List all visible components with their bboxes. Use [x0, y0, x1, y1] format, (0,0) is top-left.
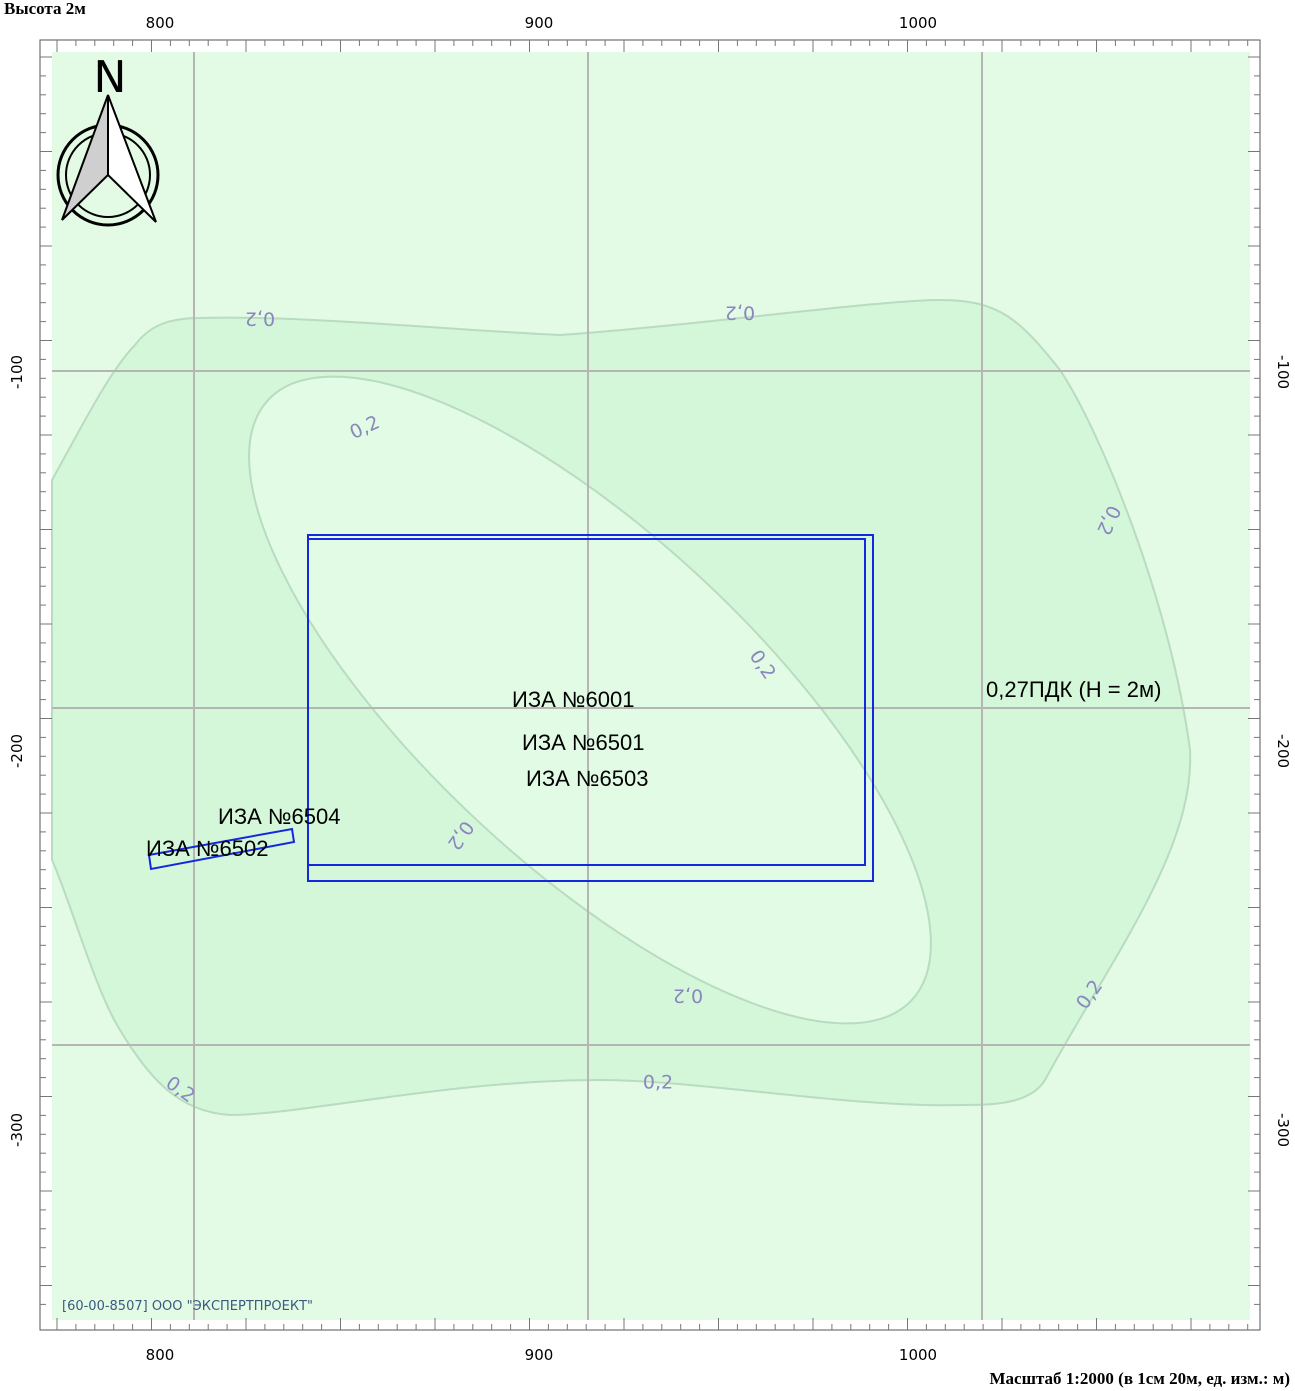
- grid: [52, 52, 1250, 1320]
- x-axis-label: 900: [525, 1346, 554, 1364]
- isoline-label: 0,2: [673, 985, 703, 1007]
- compass: N: [56, 52, 160, 227]
- y-axis-label: -200: [1274, 734, 1292, 768]
- y-axis-label: -300: [8, 1113, 26, 1147]
- isoline-label: 0,2: [643, 1072, 673, 1094]
- y-axis-label: -300: [1274, 1113, 1292, 1147]
- isoline-label: 0,2: [245, 308, 275, 330]
- y-axis-label: -200: [8, 734, 26, 768]
- isoline-label: 0,2: [725, 302, 755, 324]
- source-label: ИЗА №6001: [512, 687, 634, 712]
- source-label: ИЗА №6504: [218, 804, 340, 829]
- height-label: Высота 2м: [4, 0, 86, 18]
- tick-marks: [40, 40, 1260, 1330]
- x-axis-label: 800: [146, 1346, 175, 1364]
- x-axis-label: 800: [146, 14, 175, 32]
- sources-outline: [147, 534, 874, 882]
- y-axis-label: -100: [1274, 355, 1292, 389]
- scale-label: Масштаб 1:2000 (в 1см 20м, ед. изм.: м): [990, 1369, 1291, 1388]
- x-axis-label: 900: [525, 14, 554, 32]
- north-label: N: [94, 52, 127, 103]
- source-label: ИЗА №6501: [522, 730, 644, 755]
- organization: [60-00-8507] ООО "ЭКСПЕРТПРОЕКТ": [62, 1299, 313, 1314]
- source-label: ИЗА №6503: [526, 766, 648, 791]
- source-label: ИЗА №6502: [146, 836, 268, 861]
- x-axis-label: 1000: [899, 14, 937, 32]
- x-axis-label: 1000: [899, 1346, 937, 1364]
- y-axis-label: -100: [8, 355, 26, 389]
- annotation: 0,27ПДК (Н = 2м): [986, 677, 1161, 702]
